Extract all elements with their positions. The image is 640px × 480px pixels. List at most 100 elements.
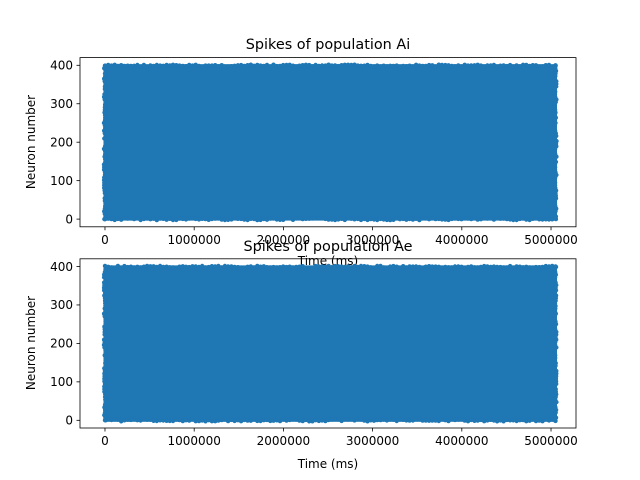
spike-point — [420, 418, 425, 423]
x-axis-label-bottom: Time (ms) — [297, 457, 359, 471]
spike-point — [125, 417, 130, 422]
spike-point — [297, 418, 302, 423]
spike-point — [494, 216, 500, 221]
spike-point — [430, 63, 435, 68]
spike-point — [138, 64, 143, 69]
spike-point — [222, 64, 228, 69]
spike-point — [388, 217, 393, 223]
spike-point — [524, 62, 529, 68]
spike-point — [238, 265, 244, 271]
spike-point — [413, 264, 419, 269]
spike-point — [494, 264, 500, 270]
x-tick-label: 4000000 — [435, 434, 488, 448]
spike-point — [482, 263, 487, 269]
spike-point — [303, 265, 309, 270]
spike-point — [430, 418, 435, 423]
spike-point — [232, 216, 237, 221]
spike-point — [501, 216, 506, 221]
spike-point — [209, 216, 215, 222]
spike-point — [540, 419, 545, 424]
spike-point — [358, 217, 364, 223]
spike-point — [524, 419, 529, 424]
spike-point — [423, 216, 428, 221]
y-tick-label: 400 — [50, 260, 73, 274]
spike-point — [449, 216, 454, 222]
spike-point — [264, 417, 270, 423]
spike-point — [164, 62, 169, 68]
spike-point — [271, 418, 276, 423]
spike-point — [213, 264, 218, 269]
spike-point — [319, 216, 325, 221]
spike-point — [319, 63, 325, 68]
spike-point — [313, 215, 318, 221]
spike-point — [520, 62, 526, 67]
spike-point — [128, 63, 134, 69]
spike-raster-bottom — [101, 263, 559, 424]
spike-point — [177, 417, 182, 423]
spike-point — [462, 62, 467, 67]
spike-point — [187, 418, 192, 423]
spike-point — [190, 417, 195, 422]
spike-point — [294, 264, 299, 270]
spike-point — [281, 417, 286, 422]
spike-point — [316, 264, 322, 269]
spike-point — [420, 216, 425, 221]
spike-point — [498, 264, 503, 270]
spike-point — [342, 62, 347, 67]
spike-point — [271, 216, 276, 221]
spike-point — [488, 264, 493, 270]
spike-point — [316, 216, 322, 221]
spike-point — [446, 418, 451, 424]
spike-point — [258, 63, 263, 68]
spike-point — [524, 264, 529, 269]
spike-point — [368, 216, 373, 222]
spike-point — [271, 264, 276, 270]
spike-point — [375, 217, 380, 223]
spike-point — [482, 216, 487, 221]
spike-point — [433, 264, 438, 269]
spike-point — [456, 264, 461, 269]
spike-point — [122, 216, 127, 221]
spike-point — [131, 265, 137, 270]
spike-point — [313, 263, 318, 269]
spike-point — [115, 63, 121, 69]
spike-point — [478, 417, 484, 423]
spike-point — [443, 62, 448, 68]
spike-point — [469, 264, 474, 269]
x-tick-label: 5000000 — [524, 233, 577, 247]
spike-point — [498, 216, 503, 221]
spike-point — [135, 418, 140, 423]
spike-point — [115, 263, 121, 269]
spike-point — [436, 62, 441, 67]
spike-point — [200, 263, 205, 269]
spike-point — [465, 63, 471, 68]
spike-point — [446, 265, 451, 270]
spike-point — [274, 265, 279, 270]
spike-point — [264, 265, 270, 270]
spike-point — [290, 265, 296, 270]
spike-point — [345, 417, 351, 422]
spike-point — [391, 417, 396, 422]
spike-point — [258, 264, 263, 269]
spike-point — [485, 63, 490, 68]
spike-point — [167, 418, 172, 424]
spike-point — [200, 216, 205, 221]
spike-point — [537, 64, 542, 69]
spike-point — [533, 418, 539, 424]
spike-point — [543, 217, 548, 222]
spike-point — [326, 62, 331, 67]
spike-point — [245, 264, 250, 269]
spike-point — [352, 418, 357, 423]
spike-point — [316, 63, 322, 69]
spike-point — [203, 265, 208, 270]
spike-point — [511, 265, 516, 270]
spike-point — [342, 217, 347, 223]
spike-point — [336, 264, 341, 269]
spike-point — [423, 63, 428, 69]
spike-point — [255, 418, 260, 424]
x-tick-label: 2000000 — [257, 233, 310, 247]
spike-point — [125, 264, 130, 270]
spike-point — [397, 64, 403, 69]
spike-point — [439, 62, 445, 68]
